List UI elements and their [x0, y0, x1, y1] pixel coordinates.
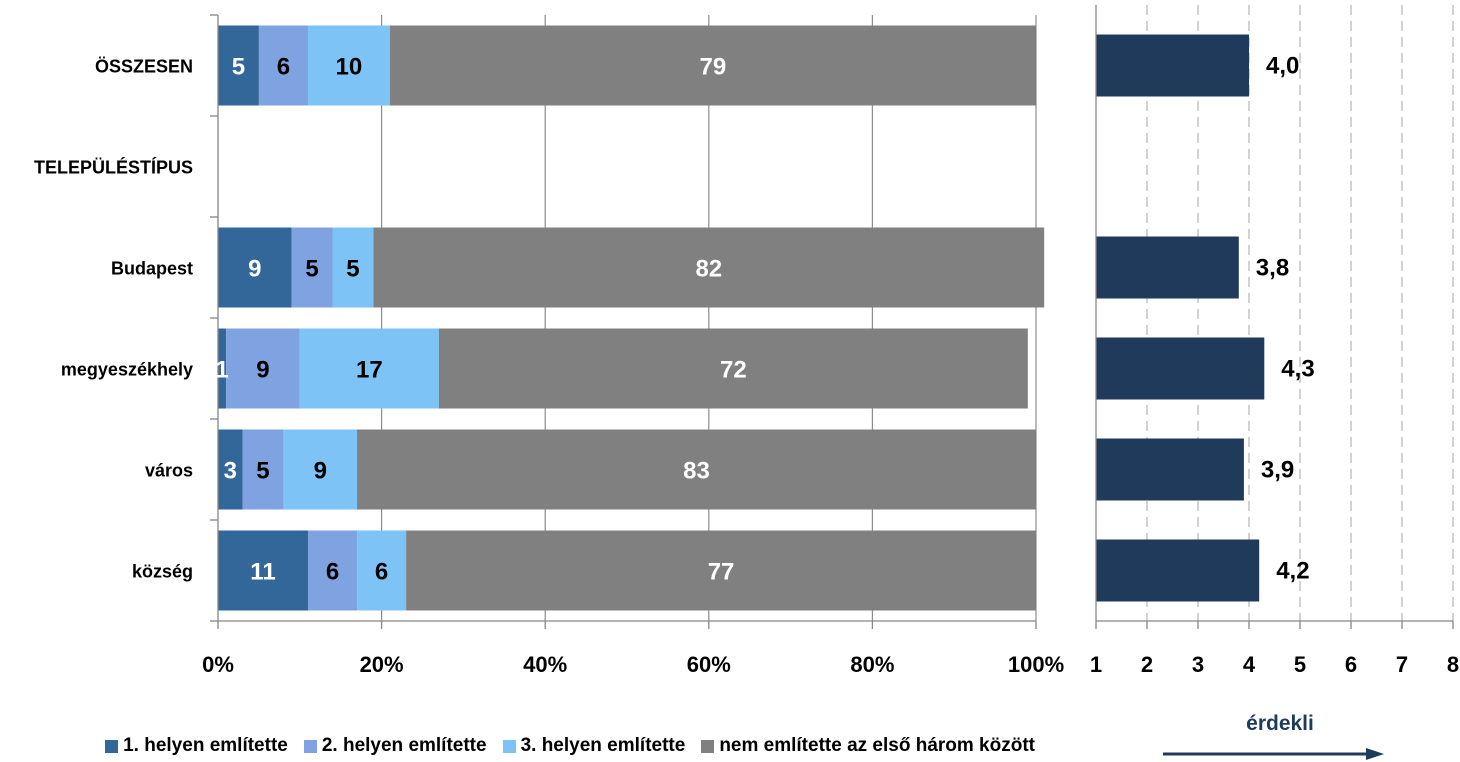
legend-swatch	[502, 739, 516, 753]
stacked-bar-segment	[291, 227, 333, 308]
segment-value-label: 5	[346, 256, 359, 283]
stacked-bar-segment	[242, 429, 284, 510]
segment-value-label: 72	[720, 357, 747, 384]
segment-value-label: 83	[683, 458, 710, 485]
stacked-bar-segment	[332, 227, 374, 308]
right-gridlines	[1146, 5, 1454, 621]
x-tick-label: 20%	[360, 652, 404, 677]
chart-axes	[210, 5, 1454, 629]
legend-label: 2. helyen említette	[321, 735, 487, 756]
right-tick-label: 2	[1141, 652, 1153, 677]
score-bar	[1096, 34, 1249, 97]
x-tick-label: 60%	[687, 652, 731, 677]
direction-arrow	[1163, 748, 1384, 760]
stacked-bar-segment	[373, 227, 1045, 308]
segment-value-label: 82	[695, 256, 722, 283]
stacked-bar-segment	[218, 429, 243, 510]
category-label: község	[132, 562, 193, 582]
segment-value-label: 9	[314, 458, 327, 485]
stacked-bar-segment	[299, 328, 439, 409]
segment-value-label: 5	[256, 458, 269, 485]
legend-swatch	[105, 739, 119, 753]
segment-value-label: 6	[375, 559, 388, 586]
category-label: ÖSSZESEN	[95, 57, 193, 77]
stacked-bar-segment	[307, 530, 358, 611]
score-value-label: 4,2	[1276, 558, 1309, 585]
x-tick-label: 40%	[523, 652, 567, 677]
segment-value-label: 6	[277, 54, 290, 81]
segment-value-label: 5	[305, 256, 318, 283]
stacked-bar-segment	[357, 429, 1036, 510]
segment-value-label: 77	[708, 559, 735, 586]
legend-label: 3. helyen említette	[520, 735, 686, 756]
segment-value-label: 3	[224, 458, 237, 485]
score-value-label: 4,3	[1281, 356, 1314, 383]
x-tick-label: 0%	[202, 652, 234, 677]
legend-item: nem említette az első három között	[701, 735, 1035, 757]
chart-labels: 0% 20% 40% 60% 80% 100% 1 2 3 4 5 6 7 8 ÖSSZESEN 5 6 10 79…	[34, 53, 1459, 678]
legend-label: nem említette az első három között	[719, 735, 1035, 756]
right-tick-label: 7	[1396, 652, 1408, 677]
stacked-bar-segment	[218, 25, 259, 106]
segment-value-label: 9	[248, 256, 261, 283]
legend-item: 3. helyen említette	[502, 735, 686, 757]
segment-value-label: 11	[250, 559, 275, 586]
right-tick-label: 4	[1243, 652, 1256, 677]
stacked-bar-segment	[438, 328, 1028, 409]
x-tick-label: 80%	[850, 652, 894, 677]
score-bar	[1096, 438, 1244, 501]
legend-label: 1. helyen említette	[123, 735, 288, 756]
stacked-bar-segment	[218, 328, 227, 409]
stacked-bar-segment	[283, 429, 358, 510]
stacked-bar-segment	[389, 25, 1036, 106]
left-gridlines	[381, 15, 1037, 621]
stacked-bar-segment	[357, 530, 407, 611]
x-tick-label: 100%	[1008, 652, 1064, 677]
score-bars	[1096, 34, 1265, 602]
right-tick-label: 6	[1345, 652, 1357, 677]
stacked-bar-segment	[226, 328, 300, 409]
legend-swatch	[701, 739, 715, 753]
legend-swatch	[303, 739, 317, 753]
score-value-label: 4,0	[1266, 53, 1299, 80]
stacked-bar-segment	[218, 530, 308, 611]
score-value-label: 3,8	[1256, 255, 1289, 282]
segment-value-label: 79	[700, 54, 727, 81]
category-label: TELEPÜLÉSTÍPUS	[34, 157, 193, 178]
legend: 1. helyen említette 2. helyen említette 3.…	[0, 735, 1060, 759]
segment-value-label: 9	[256, 357, 269, 384]
score-bar	[1096, 236, 1239, 299]
category-label: megyeszékhely	[61, 360, 193, 380]
segment-value-label: 6	[326, 559, 339, 586]
legend-item: 2. helyen említette	[303, 735, 487, 757]
arrow-caption: érdekli	[1246, 712, 1314, 735]
stacked-bar-segment	[307, 25, 390, 106]
legend-item: 1. helyen említette	[105, 735, 288, 757]
segment-value-label: 10	[336, 54, 363, 81]
score-bar	[1096, 539, 1260, 602]
segment-value-label: 5	[232, 54, 245, 81]
right-tick-label: 3	[1192, 652, 1204, 677]
category-label: Budapest	[111, 259, 193, 279]
stacked-bar-segment	[258, 25, 308, 106]
stacked-bar-segment	[406, 530, 1036, 611]
segment-value-label: 17	[356, 357, 383, 384]
segment-value-label: 1	[215, 357, 228, 384]
score-bar	[1096, 337, 1265, 400]
category-label: város	[145, 461, 193, 481]
right-tick-label: 1	[1090, 652, 1102, 677]
right-tick-label: 5	[1294, 652, 1306, 677]
score-value-label: 3,9	[1261, 457, 1294, 484]
stacked-bars	[218, 25, 1045, 611]
right-tick-label: 8	[1447, 652, 1459, 677]
stacked-bar-segment	[218, 227, 292, 308]
